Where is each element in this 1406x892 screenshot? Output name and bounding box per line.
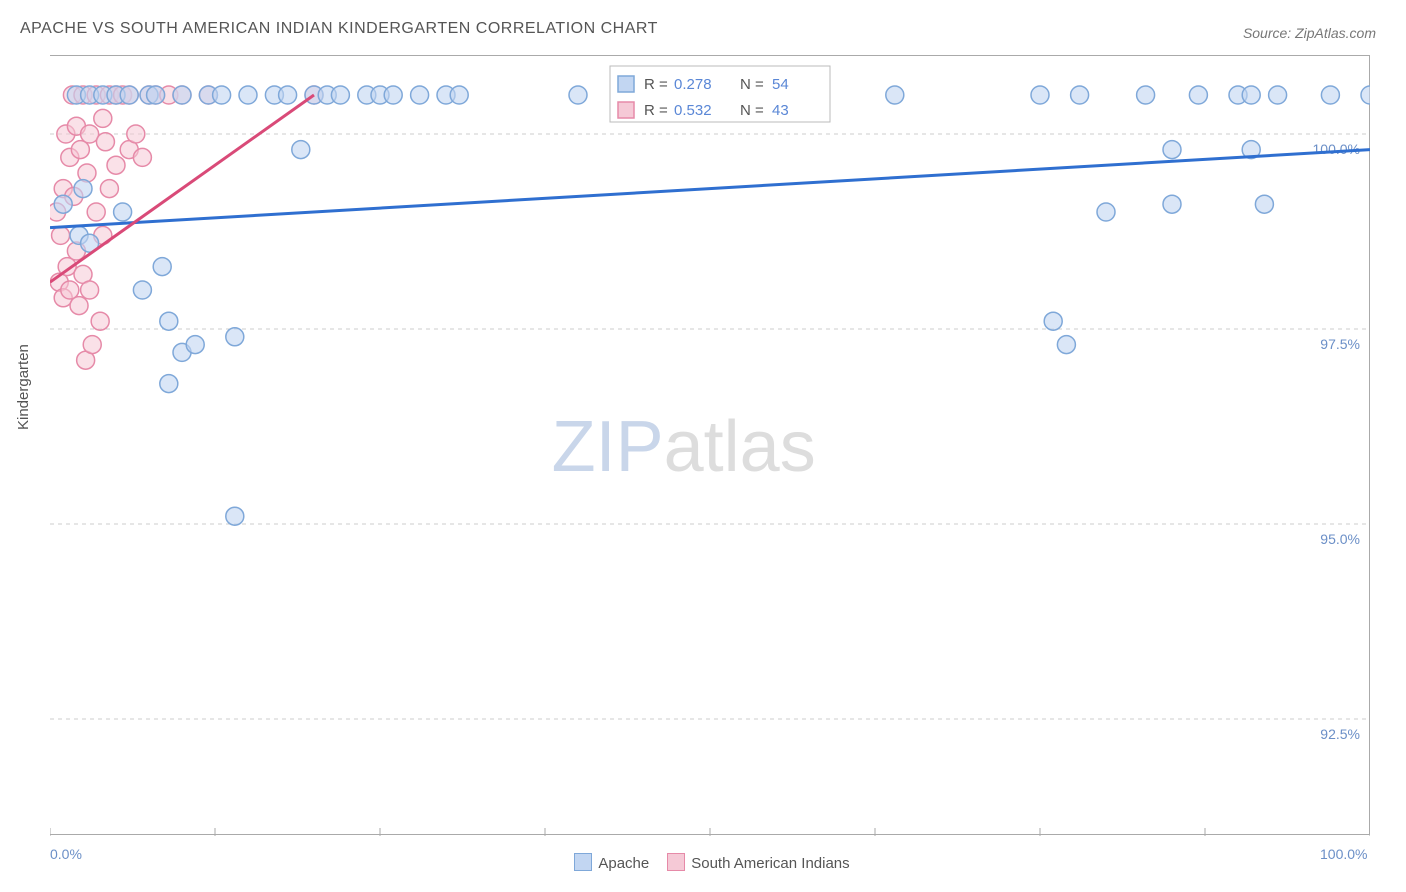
legend-swatch bbox=[667, 853, 685, 871]
apache-point bbox=[1031, 86, 1049, 104]
apache-point bbox=[411, 86, 429, 104]
apache-point bbox=[160, 375, 178, 393]
sai-point bbox=[52, 226, 70, 244]
apache-point bbox=[1044, 312, 1062, 330]
apache-point bbox=[239, 86, 257, 104]
r-label: R = bbox=[644, 76, 668, 93]
source-prefix: Source: bbox=[1243, 25, 1295, 41]
apache-point bbox=[74, 180, 92, 198]
apache-point bbox=[1255, 195, 1273, 213]
r-label: R = bbox=[644, 102, 668, 119]
plot-area: 100.0% 97.5% 95.0% 92.5% R = 0.278 N = 54R = … bbox=[50, 55, 1370, 835]
series-legend: Apache South American Indians bbox=[0, 853, 1406, 872]
chart-title: APACHE VS SOUTH AMERICAN INDIAN KINDERGA… bbox=[20, 20, 658, 38]
y-tick-label: 97.5% bbox=[1320, 336, 1360, 352]
correlation-legend-box: R = 0.278 N = 54 R = 0.532 N = 43 bbox=[610, 66, 830, 122]
apache-point bbox=[153, 258, 171, 276]
n-value: 54 bbox=[772, 76, 789, 93]
apache-point bbox=[1242, 86, 1260, 104]
sai-point bbox=[133, 148, 151, 166]
scatter-chart-svg: 100.0% 97.5% 95.0% 92.5% R = 0.278 N = 54R = … bbox=[50, 56, 1370, 836]
apache-trendline bbox=[50, 150, 1370, 228]
apache-point bbox=[1361, 86, 1370, 104]
y-tick-label: 100.0% bbox=[1313, 141, 1360, 157]
sai-point bbox=[107, 156, 125, 174]
apache-point bbox=[226, 328, 244, 346]
source-name: ZipAtlas.com bbox=[1295, 25, 1376, 41]
sai-point bbox=[83, 336, 101, 354]
apache-point bbox=[450, 86, 468, 104]
y-tick-label: 92.5% bbox=[1320, 726, 1360, 742]
apache-point bbox=[384, 86, 402, 104]
apache-point bbox=[279, 86, 297, 104]
sai-point bbox=[100, 180, 118, 198]
n-value: 43 bbox=[772, 102, 789, 119]
sai-point bbox=[91, 312, 109, 330]
apache-point bbox=[1097, 203, 1115, 221]
sai-point bbox=[94, 109, 112, 127]
apache-point bbox=[1321, 86, 1339, 104]
legend-swatch bbox=[618, 102, 634, 118]
apache-point bbox=[147, 86, 165, 104]
sai-point bbox=[127, 125, 145, 143]
n-label: N = bbox=[740, 102, 764, 119]
apache-point bbox=[213, 86, 231, 104]
legend-swatch bbox=[618, 76, 634, 92]
r-value: 0.532 bbox=[674, 102, 712, 119]
apache-point bbox=[54, 195, 72, 213]
n-label: N = bbox=[740, 76, 764, 93]
apache-point bbox=[292, 141, 310, 159]
sai-point bbox=[70, 297, 88, 315]
source-attribution: Source: ZipAtlas.com bbox=[1243, 25, 1376, 41]
legend-label: Apache bbox=[598, 855, 649, 872]
sai-point bbox=[96, 133, 114, 151]
sai-point bbox=[71, 141, 89, 159]
apache-point bbox=[1057, 336, 1075, 354]
apache-point bbox=[886, 86, 904, 104]
apache-point bbox=[569, 86, 587, 104]
apache-point bbox=[1071, 86, 1089, 104]
y-tick-label: 95.0% bbox=[1320, 531, 1360, 547]
apache-point bbox=[1269, 86, 1287, 104]
apache-point bbox=[331, 86, 349, 104]
apache-point bbox=[226, 507, 244, 525]
sai-point bbox=[87, 203, 105, 221]
apache-point bbox=[160, 312, 178, 330]
apache-point bbox=[1163, 141, 1181, 159]
sai-point bbox=[61, 281, 79, 299]
r-value: 0.278 bbox=[674, 76, 712, 93]
apache-point bbox=[114, 203, 132, 221]
legend-label: South American Indians bbox=[691, 855, 849, 872]
legend-swatch bbox=[574, 853, 592, 871]
apache-point bbox=[1189, 86, 1207, 104]
sai-point bbox=[81, 281, 99, 299]
apache-point bbox=[1137, 86, 1155, 104]
apache-point bbox=[173, 86, 191, 104]
y-axis-label: Kindergarten bbox=[15, 344, 32, 430]
apache-point bbox=[133, 281, 151, 299]
apache-point bbox=[120, 86, 138, 104]
apache-point bbox=[1163, 195, 1181, 213]
apache-point bbox=[186, 336, 204, 354]
